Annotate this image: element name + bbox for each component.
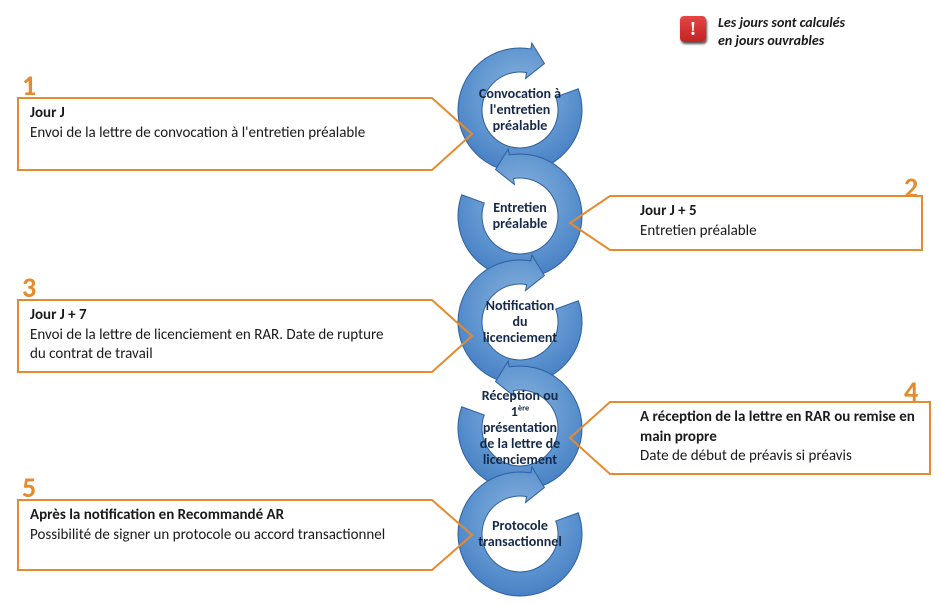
process-ring-label-1: Convocation àl'entretienpréalable bbox=[460, 86, 580, 134]
step-box-4: A réception de la lettre en RAR ou remis… bbox=[610, 402, 930, 474]
step-body-4: Date de début de préavis si préavis bbox=[640, 447, 918, 467]
step-box-2: Jour J + 5Entretien préalable bbox=[610, 196, 922, 250]
step-title-2: Jour J + 5 bbox=[640, 202, 910, 222]
warning-icon: ! bbox=[680, 16, 706, 42]
process-ring-label-4: Réception ou1èreprésentationde la lettre… bbox=[460, 388, 580, 468]
process-ring-label-5: Protocoletransactionnel bbox=[460, 518, 580, 550]
warning-text-line1: Les jours sont calculés bbox=[718, 14, 845, 31]
step-title-1: Jour J bbox=[30, 104, 402, 124]
step-title-3: Jour J + 7 bbox=[30, 306, 402, 326]
process-ring-label-3: Notificationdulicenciement bbox=[460, 298, 580, 346]
warning-text: Les jours sont calculésen jours ouvrable… bbox=[718, 14, 928, 50]
step-box-5: Après la notification en Recommandé ARPo… bbox=[18, 500, 432, 570]
step-body-3: Envoi de la lettre de licenciement en RA… bbox=[30, 326, 402, 365]
step-body-5: Possibilité de signer un protocole ou ac… bbox=[30, 526, 402, 546]
process-ring-label-2: Entretienpréalable bbox=[460, 200, 580, 232]
step-title-4: A réception de la lettre en RAR ou remis… bbox=[640, 408, 918, 447]
warning-text-line2: en jours ouvrables bbox=[718, 32, 824, 49]
step-body-1: Envoi de la lettre de convocation à l'en… bbox=[30, 124, 402, 144]
step-box-1: Jour JEnvoi de la lettre de convocation … bbox=[18, 98, 432, 170]
step-box-3: Jour J + 7Envoi de la lettre de licencie… bbox=[18, 300, 432, 372]
step-body-2: Entretien préalable bbox=[640, 222, 910, 242]
step-title-5: Après la notification en Recommandé AR bbox=[30, 506, 402, 526]
